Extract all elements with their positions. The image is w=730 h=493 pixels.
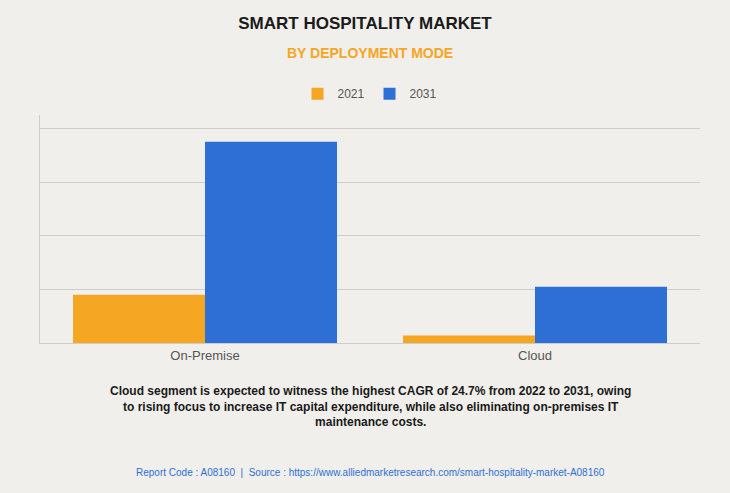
svg-text:Cloud segment is expected to w: Cloud segment is expected to witness the… (110, 384, 631, 429)
svg-text:2031: 2031 (410, 87, 437, 101)
svg-text:Report Code : A08160 | Sourc: Report Code : A08160 | Source : https://… (136, 467, 605, 478)
svg-text:SMART HOSPITALITY MARKET: SMART HOSPITALITY MARKET (238, 14, 492, 33)
svg-text:Cloud: Cloud (518, 348, 552, 363)
svg-text:On-Premise: On-Premise (170, 348, 239, 363)
svg-text:2021: 2021 (338, 87, 365, 101)
svg-text:BY DEPLOYMENT MODE: BY DEPLOYMENT MODE (287, 45, 453, 61)
